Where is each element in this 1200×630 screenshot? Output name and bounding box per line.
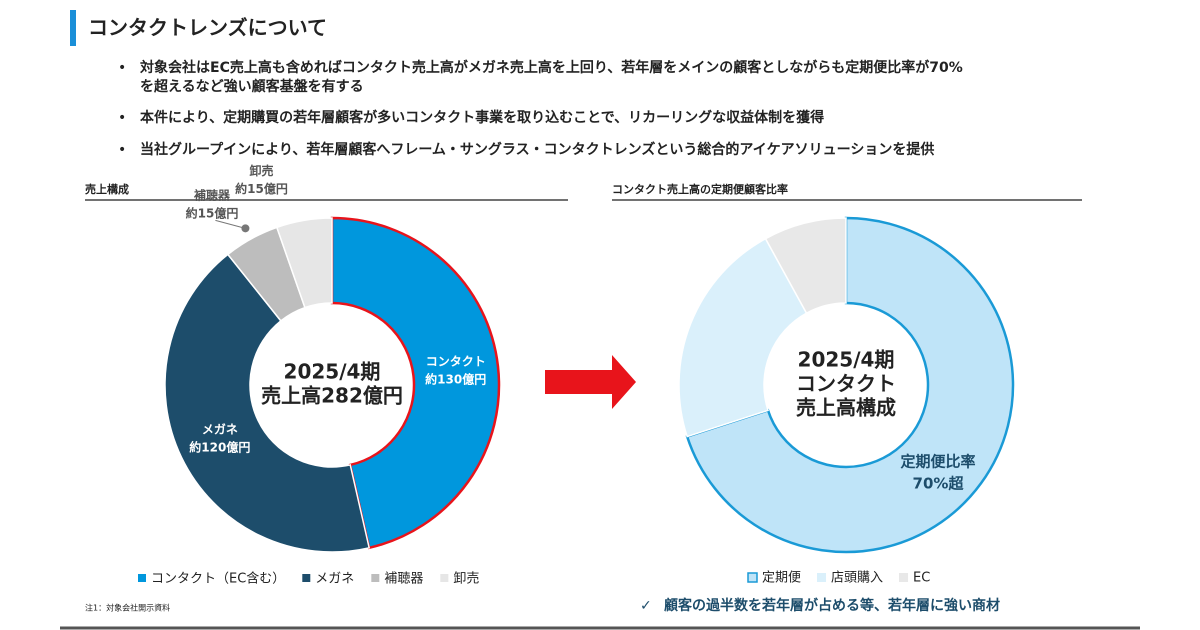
donut-slice xyxy=(164,253,371,553)
chart-title: コンタクト売上高の定期便顧客比率 xyxy=(612,182,788,196)
donut-slice xyxy=(275,217,333,309)
annotation: 定期便比率 xyxy=(900,453,975,471)
legend-marker xyxy=(899,573,909,582)
slide-title: コンタクトレンズについて xyxy=(88,16,327,40)
slice-label: メガネ xyxy=(202,422,238,437)
footnote: 注1：対象会社開示資料 xyxy=(85,603,170,613)
center-label: コンタクト xyxy=(796,372,896,396)
bullet-text: 当社グループインにより、若年層顧客へフレーム・サングラス・コンタクトレンズという… xyxy=(140,141,934,158)
bullet-text: 対象会社はEC売上高も含めればコンタクト売上高がメガネ売上高を上回り、若年層をメ… xyxy=(139,59,963,76)
chart-title: 売上構成 xyxy=(85,182,129,196)
bullet-text: 本件により、定期購買の若年層顧客が多いコンタクト事業を取り込むことで、リカーリン… xyxy=(140,109,824,126)
legend-label: 定期便 xyxy=(762,571,801,586)
legend-label: メガネ xyxy=(315,572,354,587)
legend-label: 店頭購入 xyxy=(831,571,883,586)
donut-slice xyxy=(764,217,847,315)
bullet-dot: • xyxy=(118,142,126,158)
donut-slice xyxy=(685,216,1015,554)
leader-line xyxy=(215,219,246,229)
slice-label: コンタクト xyxy=(426,355,486,369)
bullet-dot: • xyxy=(118,60,126,76)
legend-label: 補聴器 xyxy=(384,572,423,587)
slice-label: 補聴器 xyxy=(193,188,231,203)
slice-label: 卸売 xyxy=(250,163,274,178)
center-label: 2025/4期 xyxy=(284,360,381,384)
legend-label: EC xyxy=(913,571,930,586)
value-label: 約130億円 xyxy=(425,372,486,387)
legend-marker xyxy=(440,574,449,582)
center-label: 売上高282億円 xyxy=(261,384,403,408)
arrow xyxy=(545,355,636,409)
legend-marker xyxy=(302,574,311,582)
legend-marker xyxy=(138,574,146,582)
donut-slice xyxy=(678,237,808,438)
legend-marker xyxy=(371,574,380,582)
donut-slice xyxy=(330,216,501,550)
check-icon: ✓ xyxy=(640,598,652,614)
value-label: 約120億円 xyxy=(189,440,250,455)
value-label: 約15億円 xyxy=(186,206,239,221)
value-label: 約15億円 xyxy=(235,181,288,196)
legend-label: コンタクト（EC含む） xyxy=(151,571,285,587)
conclusion: 顧客の過半数を若年層が占める等、若年層に強い商材 xyxy=(664,597,1000,614)
bullet-text: を超えるなど強い顧客基盤を有する xyxy=(140,78,364,95)
center-label: 2025/4期 xyxy=(798,348,895,372)
legend-marker xyxy=(817,573,827,582)
bullet-dot: • xyxy=(118,110,126,126)
center-label: 売上高構成 xyxy=(796,396,896,420)
value-label: 70%超 xyxy=(913,475,965,493)
title-bar xyxy=(70,10,76,46)
legend-marker xyxy=(747,572,758,583)
legend-label: 卸売 xyxy=(453,571,479,587)
